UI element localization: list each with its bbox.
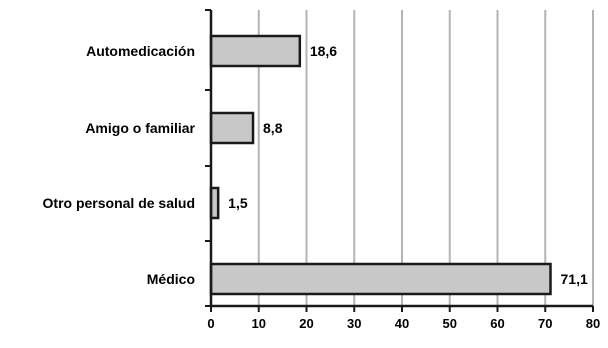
x-tick-label-50: 50 — [443, 316, 457, 331]
category-label-1: Amigo o familiar — [85, 120, 195, 136]
axes — [205, 9, 594, 312]
bars — [209, 34, 552, 296]
bar-3 — [209, 262, 552, 296]
x-tick-label-70: 70 — [538, 316, 552, 331]
x-tick-label-40: 40 — [395, 316, 409, 331]
x-tick-label-30: 30 — [347, 316, 361, 331]
value-label-3: 71,1 — [561, 271, 588, 287]
value-label-0: 18,6 — [310, 43, 337, 59]
x-tick-label-20: 20 — [299, 316, 313, 331]
category-label-2: Otro personal de salud — [43, 195, 195, 211]
category-label-0: Automedicación — [86, 43, 195, 59]
bar-0 — [209, 34, 302, 68]
x-tick-label-10: 10 — [252, 316, 266, 331]
labels: 18,6 Automedicación 8,8 Amigo o familiar 1,5… — [43, 43, 601, 331]
x-tick-label-80: 80 — [586, 316, 600, 331]
value-label-1: 8,8 — [263, 120, 283, 136]
category-label-3: Médico — [147, 271, 195, 287]
bar-1 — [209, 111, 255, 145]
gridlines — [257, 10, 594, 306]
value-label-2: 1,5 — [228, 195, 248, 211]
x-tick-label-0: 0 — [207, 316, 214, 331]
x-tick-label-60: 60 — [490, 316, 504, 331]
